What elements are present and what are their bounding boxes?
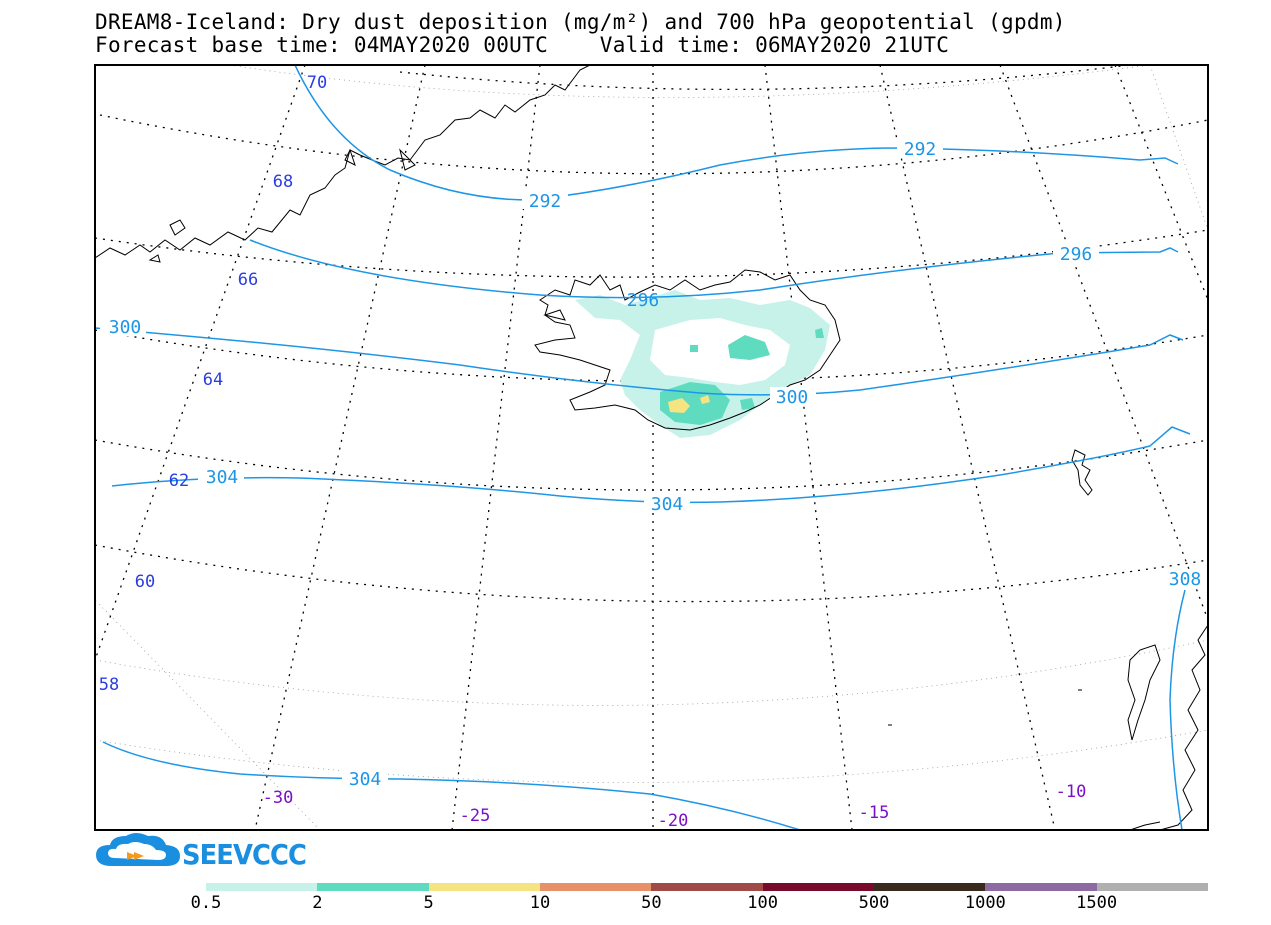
lon-label-minus10: -10 [1056,782,1087,802]
legend-swatch [873,883,986,891]
contour-labels: 292 292 296 296 300 300 304 304 304 308 [100,139,1208,790]
legend-swatch [762,883,874,891]
legend-swatch [539,883,652,891]
lat-label-66: 66 [238,270,258,290]
legend-swatch [651,883,763,891]
norway-coastline [888,624,1208,830]
legend-label: 0.5 [190,893,222,913]
legend-swatch [206,883,318,891]
map-frame [94,64,1209,831]
lat-label-68: 68 [273,172,293,192]
longitude-labels: -30 -25 -20 -15 -10 [263,782,1087,831]
contour-label-300-west: 300 [109,317,142,338]
lat-label-62: 62 [169,471,189,491]
legend-swatch [317,883,429,891]
contour-label-300-east: 300 [776,387,809,408]
lat-label-64: 64 [203,370,223,390]
meridians [95,65,1208,830]
logo-text: SEEVCCC [182,838,307,871]
legend-swatch [985,883,1097,891]
cloud-icon [96,833,180,866]
lat-label-60: 60 [135,572,155,592]
faroe-islands [1071,449,1093,496]
latitude-labels: 70 68 66 64 62 60 58 [99,73,327,695]
geopotential-contours [95,65,1191,830]
lat-label-70: 70 [307,73,327,93]
legend-label: 100 [747,893,779,913]
lat-label-58: 58 [99,675,119,695]
contour-label-296-west: 296 [627,290,660,311]
contour-label-304-south: 304 [349,769,382,790]
legend-label: 50 [641,893,662,913]
map-subtitle: Forecast base time: 04MAY2020 00UTC Vali… [95,33,950,57]
lon-label-minus30: -30 [263,788,294,808]
contour-label-308: 308 [1169,569,1202,590]
legend-swatch [428,883,540,891]
legend-swatch [1096,883,1208,891]
legend-label: 1000 [964,893,1006,913]
contour-label-304-west: 304 [206,467,239,488]
map-title: DREAM8-Iceland: Dry dust deposition (mg/… [95,10,1066,34]
legend-label: 10 [529,893,551,913]
legend-label: 500 [858,893,890,913]
contour-label-304-center: 304 [651,494,684,515]
lon-label-minus15: -15 [859,803,890,823]
graticule-light [95,65,1208,830]
contour-label-292-west: 292 [529,191,562,212]
legend-label: 2 [312,893,323,913]
legend-label: 5 [423,893,434,913]
contour-label-292-east: 292 [904,139,937,160]
parallels [95,65,1208,603]
iceland-coastline [534,269,841,431]
contour-label-296-east: 296 [1060,244,1093,265]
legend-colorbar [206,883,1208,891]
lon-label-minus20: -20 [658,811,689,831]
lon-label-minus25: -25 [460,806,491,826]
greenland-coastline [95,65,591,263]
dust-deposition-shading [575,290,830,438]
legend-label: 1500 [1076,893,1118,913]
